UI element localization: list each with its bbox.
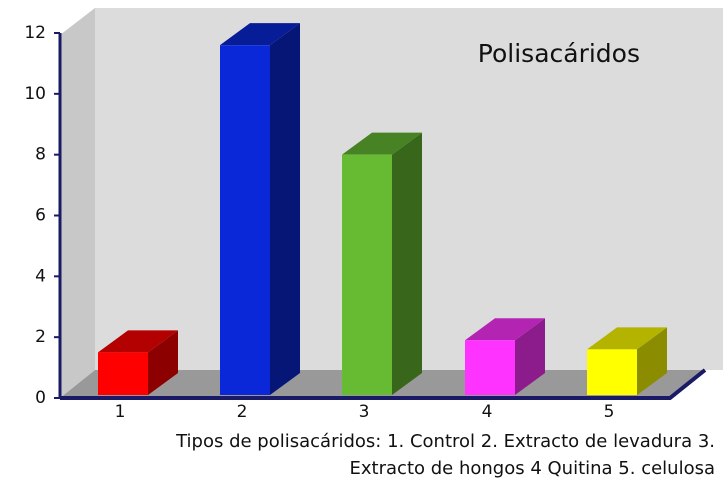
x-tick-label: 3 <box>359 402 370 422</box>
bar-top <box>465 318 545 341</box>
bar-side <box>637 327 667 395</box>
y-tick-label: 6 <box>35 206 46 226</box>
x-tick-label: 1 <box>115 402 126 422</box>
x-axis <box>60 368 707 400</box>
bar <box>98 352 148 395</box>
y-tick-label: 0 <box>35 388 46 408</box>
bar <box>342 154 392 395</box>
bar-top <box>98 330 178 353</box>
bar-side <box>148 330 178 395</box>
y-tick-label: 8 <box>35 145 46 165</box>
x-tick-label: 4 <box>482 402 493 422</box>
x-tick-label: 2 <box>237 402 248 422</box>
y-tick-label: 4 <box>35 266 46 286</box>
side-wall <box>60 8 95 398</box>
bar <box>465 340 515 395</box>
x-tick-label: 5 <box>604 402 615 422</box>
annotation: Polisacáridos <box>478 39 640 68</box>
y-tick-label: 2 <box>35 327 46 347</box>
x-axis-label: Tipos de polisacáridos: 1. Control 2. Ex… <box>176 431 715 479</box>
bar <box>587 349 637 395</box>
bar-top <box>587 327 667 350</box>
bar-side <box>515 318 545 395</box>
bar-side <box>392 132 422 395</box>
y-tick-label: 10 <box>24 84 46 104</box>
bar <box>220 45 270 396</box>
bar-top <box>220 23 300 46</box>
y-tick-label: 12 <box>24 23 46 43</box>
bar-side <box>270 23 300 396</box>
bar-top <box>342 132 422 155</box>
